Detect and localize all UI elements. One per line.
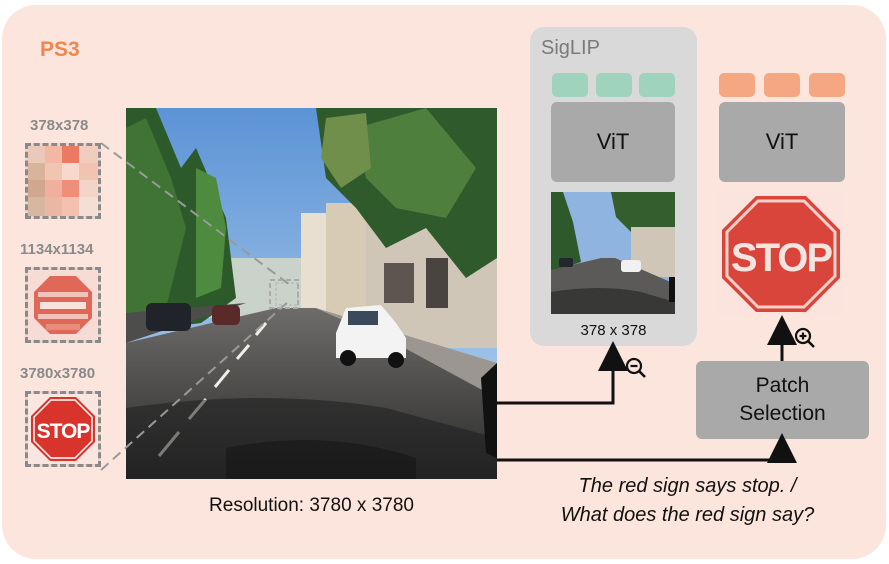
siglip-token bbox=[552, 73, 588, 97]
resolution-label: Resolution: 3780 x 3780 bbox=[209, 495, 414, 516]
highres-vit-block: ViT bbox=[719, 102, 845, 182]
caption-line2: What does the red sign say? bbox=[560, 504, 815, 526]
prompt-caption: The red sign says stop. / What does the … bbox=[500, 472, 875, 530]
siglip-title: SigLIP bbox=[541, 37, 600, 59]
patch-selection-line2: Selection bbox=[739, 402, 826, 425]
street-photo-full-res bbox=[126, 108, 497, 479]
caption-line1: The red sign says stop. / bbox=[578, 475, 797, 497]
siglip-input-size: 378 x 378 bbox=[580, 322, 647, 339]
siglip-token bbox=[596, 73, 632, 97]
ps3-title: PS3 bbox=[40, 38, 80, 61]
thumb-high-res: STOP bbox=[25, 391, 101, 467]
siglip-token bbox=[639, 73, 675, 97]
scale-label-mid: 1134x1134 bbox=[20, 241, 94, 258]
stop-sign-text-small: STOP bbox=[37, 420, 91, 443]
stop-sign-crop: STOP bbox=[718, 192, 844, 316]
highres-token bbox=[809, 73, 845, 97]
thumb-low-res bbox=[25, 143, 101, 219]
highres-token bbox=[764, 73, 800, 97]
scale-label-low: 378x378 bbox=[30, 117, 89, 134]
siglip-vit-block: ViT bbox=[551, 102, 675, 182]
highres-token bbox=[719, 73, 755, 97]
street-photo-low-res bbox=[551, 192, 675, 314]
patch-selection-box: Patch Selection bbox=[696, 361, 869, 439]
scale-label-high: 3780x3780 bbox=[20, 365, 96, 382]
thumb-mid-res bbox=[25, 267, 101, 343]
stop-sign-text-large: STOP bbox=[731, 236, 833, 280]
patch-selection-line1: Patch bbox=[755, 374, 810, 397]
